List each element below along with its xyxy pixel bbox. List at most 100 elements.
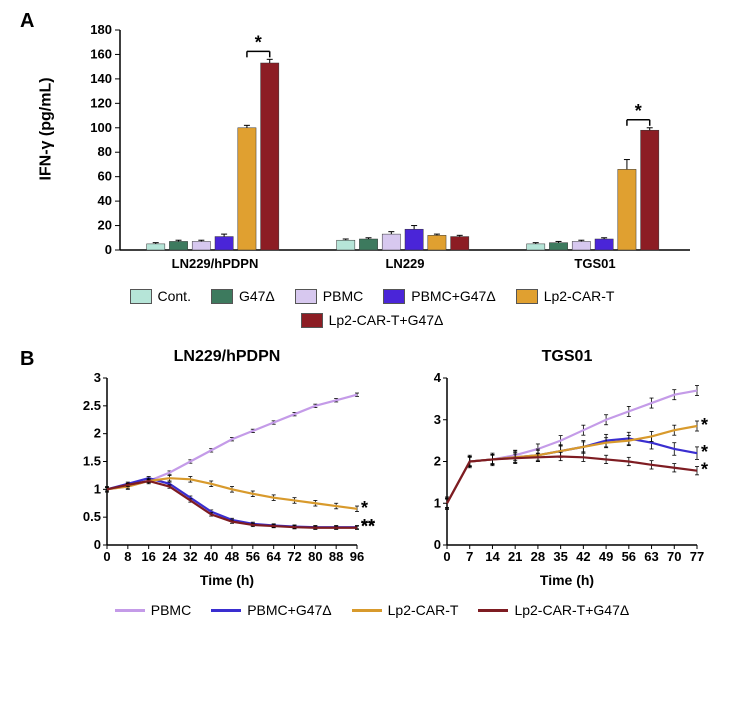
svg-text:180: 180 <box>90 22 112 37</box>
svg-text:80: 80 <box>98 144 112 159</box>
panel-a-legend: Cont. G47Δ PBMC PBMC+G47Δ Lp2-CAR-T Lp2-CAR-T… <box>102 288 642 328</box>
svg-text:63: 63 <box>644 549 658 564</box>
panel-b: B LN229/hPDPN 00.511.522.530816243240485… <box>10 348 734 618</box>
svg-text:40: 40 <box>98 193 112 208</box>
legend-label: PBMC <box>151 602 191 618</box>
svg-text:42: 42 <box>576 549 590 564</box>
legend-item: Lp2-CAR-T+G47Δ <box>478 602 629 618</box>
legend-label: Cont. <box>158 288 191 304</box>
svg-text:40: 40 <box>204 549 218 564</box>
svg-text:LN229: LN229 <box>385 256 424 271</box>
legend-item: PBMC+G47Δ <box>211 602 331 618</box>
svg-text:3: 3 <box>94 370 101 385</box>
legend-line-swatch <box>211 609 241 612</box>
panel-b-label: B <box>20 348 34 371</box>
svg-text:0.5: 0.5 <box>83 509 101 524</box>
subplot-2-title: TGS01 <box>412 348 722 366</box>
legend-line-swatch <box>115 609 145 612</box>
svg-text:49: 49 <box>599 549 613 564</box>
svg-text:21: 21 <box>508 549 522 564</box>
svg-text:*: * <box>361 498 368 518</box>
legend-item: PBMC <box>295 288 363 304</box>
svg-text:*: * <box>701 415 708 435</box>
svg-text:**: ** <box>361 517 375 537</box>
svg-text:77: 77 <box>690 549 704 564</box>
svg-text:56: 56 <box>246 549 260 564</box>
legend-line-swatch <box>352 609 382 612</box>
svg-text:7: 7 <box>466 549 473 564</box>
svg-text:64: 64 <box>266 549 281 564</box>
svg-text:3: 3 <box>434 412 441 427</box>
svg-text:70: 70 <box>667 549 681 564</box>
subplot-1: LN229/hPDPN 00.511.522.53081624324048566… <box>72 348 382 588</box>
subplot-2-xlabel: Time (h) <box>412 572 722 588</box>
bar-chart-svg: 0 20 40 60 80 100 120 140 160 180 LN229/hPDPN LN229… <box>80 10 700 280</box>
legend-swatch <box>301 313 323 328</box>
svg-text:32: 32 <box>183 549 197 564</box>
legend-label: G47Δ <box>239 288 275 304</box>
panel-a-ylabel: IFN-γ (pg/mL) <box>38 77 56 180</box>
legend-line-swatch <box>478 609 508 612</box>
legend-label: Lp2-CAR-T <box>388 602 459 618</box>
svg-text:1: 1 <box>94 481 101 496</box>
svg-text:2: 2 <box>94 426 101 441</box>
svg-text:0: 0 <box>105 242 112 257</box>
legend-item: Lp2-CAR-T <box>516 288 615 304</box>
panel-a: A IFN-γ (pg/mL) 0 20 40 60 80 100 120 140 160 180… <box>10 10 734 328</box>
svg-text:*: * <box>701 460 708 480</box>
svg-text:60: 60 <box>98 169 112 184</box>
svg-text:160: 160 <box>90 46 112 61</box>
svg-text:35: 35 <box>553 549 567 564</box>
svg-text:0: 0 <box>103 549 110 564</box>
legend-swatch <box>383 289 405 304</box>
legend-item: Cont. <box>130 288 191 304</box>
legend-item: PBMC+G47Δ <box>383 288 495 304</box>
legend-item: G47Δ <box>211 288 275 304</box>
legend-label: Lp2-CAR-T+G47Δ <box>329 312 444 328</box>
svg-text:0: 0 <box>434 537 441 552</box>
subplot-1-title: LN229/hPDPN <box>72 348 382 366</box>
bar-chart: IFN-γ (pg/mL) 020406080100120140160180LN… <box>80 10 734 280</box>
svg-text:80: 80 <box>308 549 322 564</box>
svg-text:0: 0 <box>94 537 101 552</box>
legend-swatch <box>130 289 152 304</box>
svg-text:2: 2 <box>434 454 441 469</box>
svg-text:56: 56 <box>622 549 636 564</box>
legend-swatch <box>211 289 233 304</box>
svg-text:120: 120 <box>90 95 112 110</box>
subplot-2: TGS01 012340714212835424956637077*** Tim… <box>412 348 722 588</box>
svg-text:140: 140 <box>90 71 112 86</box>
svg-text:8: 8 <box>124 549 131 564</box>
svg-text:1.5: 1.5 <box>83 454 101 469</box>
subplot-1-xlabel: Time (h) <box>72 572 382 588</box>
svg-text:TGS01: TGS01 <box>574 256 615 271</box>
legend-label: PBMC+G47Δ <box>411 288 495 304</box>
svg-text:48: 48 <box>225 549 239 564</box>
legend-item: Lp2-CAR-T+G47Δ <box>301 312 444 328</box>
legend-label: Lp2-CAR-T+G47Δ <box>514 602 629 618</box>
svg-text:28: 28 <box>531 549 545 564</box>
svg-text:0: 0 <box>443 549 450 564</box>
svg-text:24: 24 <box>162 549 177 564</box>
svg-text:72: 72 <box>287 549 301 564</box>
legend-item: Lp2-CAR-T <box>352 602 459 618</box>
svg-text:88: 88 <box>329 549 343 564</box>
panel-a-label: A <box>20 10 34 33</box>
legend-swatch <box>295 289 317 304</box>
subplot-1-svg: 00.511.522.53081624324048566472808896***… <box>72 370 382 570</box>
svg-text:LN229/hPDPN: LN229/hPDPN <box>172 256 259 271</box>
svg-text:14: 14 <box>485 549 500 564</box>
svg-text:4: 4 <box>434 370 442 385</box>
line-charts: LN229/hPDPN 00.511.522.53081624324048566… <box>60 348 734 588</box>
svg-text:100: 100 <box>90 120 112 135</box>
legend-label: PBMC+G47Δ <box>247 602 331 618</box>
svg-text:96: 96 <box>350 549 364 564</box>
legend-label: Lp2-CAR-T <box>544 288 615 304</box>
svg-text:16: 16 <box>141 549 155 564</box>
legend-swatch <box>516 289 538 304</box>
svg-text:1: 1 <box>434 495 441 510</box>
svg-text:20: 20 <box>98 218 112 233</box>
subplot-2-svg: 012340714212835424956637077*** <box>412 370 722 570</box>
svg-text:2.5: 2.5 <box>83 398 101 413</box>
legend-item: PBMC <box>115 602 191 618</box>
